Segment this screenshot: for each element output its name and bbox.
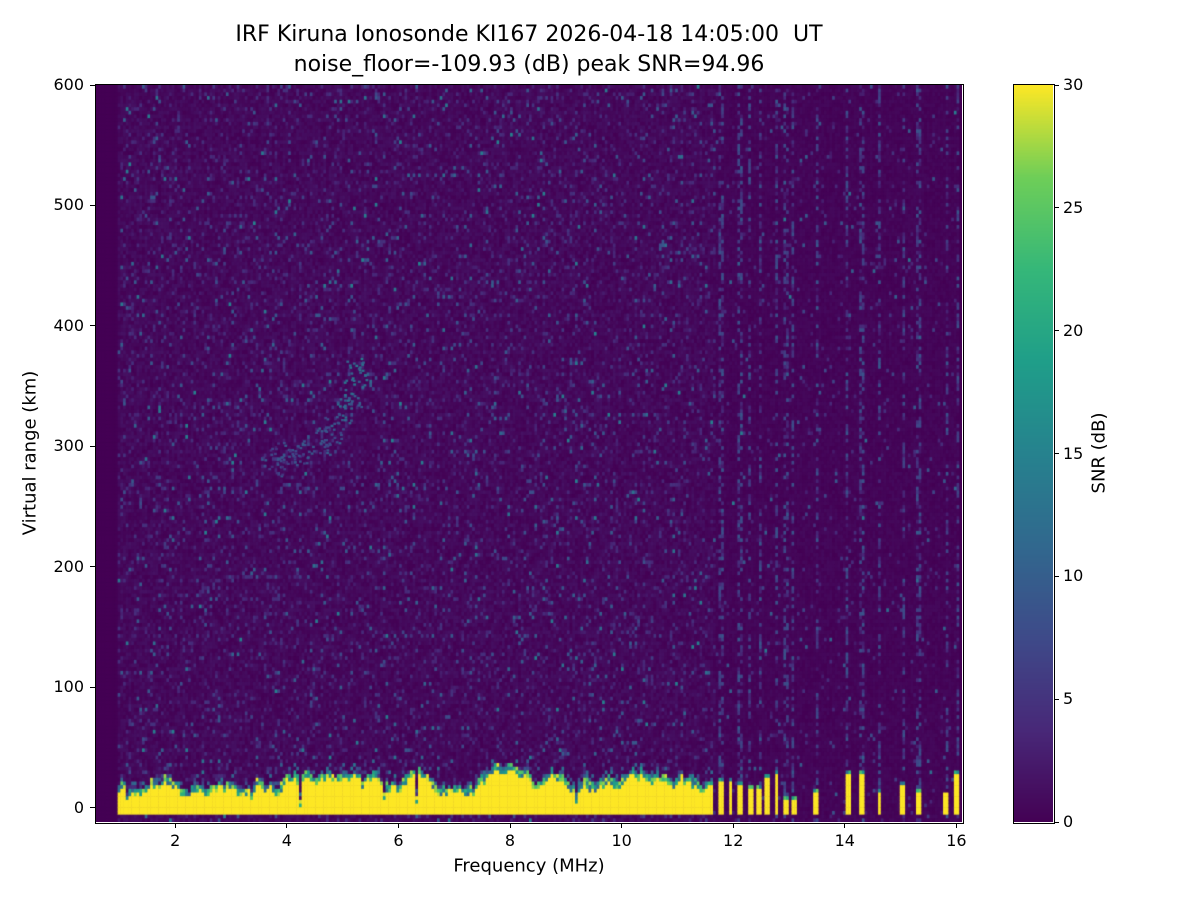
x-tick-label: 12 [723,831,744,850]
x-tick-mark [286,823,288,828]
colorbar-tick-mark [1054,575,1059,577]
x-tick-mark [844,823,846,828]
x-tick-label: 8 [504,831,516,850]
colorbar-canvas [1014,85,1053,822]
x-tick-mark [732,823,734,828]
colorbar-tick-label: 0 [1063,812,1074,831]
x-tick-mark [955,823,957,828]
y-tick-mark [90,204,95,206]
y-tick-mark [90,325,95,327]
y-tick-mark [90,566,95,568]
y-tick-label: 200 [53,556,84,576]
y-tick-mark [90,807,95,809]
colorbar-tick-mark [1054,84,1059,86]
x-tick-label: 10 [611,831,632,850]
x-tick-mark [509,823,511,828]
colorbar-tick-mark [1054,207,1059,209]
y-tick-label: 100 [53,677,84,697]
y-tick-label: 500 [53,195,84,215]
x-tick-mark [174,823,176,828]
colorbar-tick-label: 30 [1063,75,1084,94]
colorbar-tick-label: 15 [1063,443,1084,463]
y-tick-mark [90,445,95,447]
y-tick-label: 0 [73,797,84,817]
chart-subtitle: noise_floor=-109.93 (dB) peak SNR=94.96 [293,52,765,77]
y-tick-label: 600 [53,75,84,94]
colorbar-tick-label: 20 [1063,320,1084,340]
y-tick-mark [90,84,95,86]
colorbar-tick-label: 10 [1063,566,1084,586]
colorbar-tick-mark [1054,453,1059,454]
x-tick-mark [621,823,623,828]
colorbar-tick-mark [1054,330,1059,332]
y-tick-label: 400 [53,315,84,335]
colorbar-tick-label: 25 [1063,197,1084,217]
colorbar-tick-mark [1054,698,1059,700]
x-tick-mark [397,823,399,828]
x-tick-label: 6 [393,831,404,850]
x-tick-label: 4 [281,831,292,850]
heatmap-canvas [96,85,962,822]
x-tick-label: 16 [946,831,967,850]
y-tick-label: 300 [53,436,84,456]
x-axis-label: Frequency (MHz) [453,855,605,877]
chart-title: IRF Kiruna Ionosonde KI167 2026-04-18 14… [235,22,823,47]
x-tick-label: 14 [834,831,855,850]
colorbar-tick-label: 5 [1063,689,1074,709]
x-tick-label: 2 [170,831,181,850]
y-tick-mark [90,686,95,688]
colorbar-tick-mark [1054,821,1059,823]
